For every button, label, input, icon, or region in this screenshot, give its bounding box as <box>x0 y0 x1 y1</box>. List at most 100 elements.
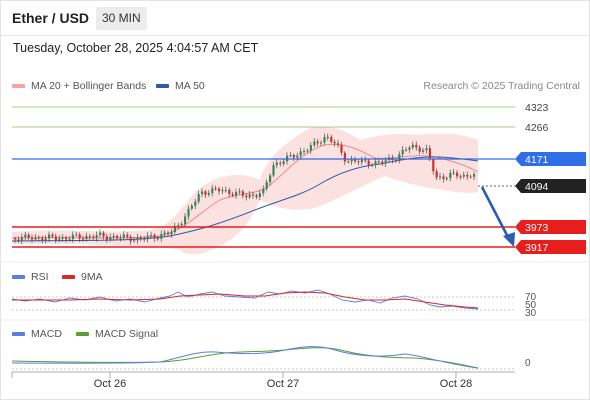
bollinger-band-area <box>12 126 478 255</box>
candle-body <box>207 192 210 195</box>
candle-body <box>61 237 64 239</box>
candle-body <box>323 137 326 143</box>
candle-body <box>296 155 299 158</box>
level-tag-4171-bg <box>515 152 586 166</box>
candle-body <box>303 151 306 153</box>
ma20-line <box>11 143 479 239</box>
candle-body <box>292 155 295 158</box>
forecast-arrow-icon <box>480 186 512 242</box>
legend-ma50[interactable]: MA 50 <box>156 80 205 92</box>
candle-body <box>170 232 173 235</box>
candle-body <box>160 234 163 239</box>
candle-body <box>364 159 367 161</box>
candle-body <box>374 161 377 166</box>
candle-body <box>78 234 81 239</box>
candle-body <box>14 238 17 240</box>
candle-body <box>27 234 30 238</box>
candle-body <box>462 174 465 177</box>
level-label-4323: 4323 <box>525 102 549 114</box>
candle-body <box>221 190 224 192</box>
level-tag-3917-bg <box>515 240 586 254</box>
candle-body <box>258 193 261 197</box>
candle-body <box>282 161 285 164</box>
candle-body <box>44 238 47 241</box>
candle-body <box>428 148 431 160</box>
candle-body <box>408 147 411 150</box>
candle-body <box>289 155 292 157</box>
rsi-swatch-icon <box>12 275 25 280</box>
candle-body <box>187 208 190 217</box>
candle-body <box>473 174 476 177</box>
candle-body <box>24 234 27 238</box>
candle-body <box>241 191 244 196</box>
candle-body <box>153 234 156 239</box>
x-axis-label-oct27: Oct 27 <box>267 378 299 390</box>
timeframe-button[interactable]: 30 MIN <box>96 7 147 30</box>
legend-ma20-label: MA 20 + Bollinger Bands <box>31 80 147 92</box>
candle-body <box>343 152 346 162</box>
candle-body <box>41 238 44 241</box>
candle-body <box>177 225 180 227</box>
candle-body <box>184 216 187 224</box>
candle-body <box>48 234 51 239</box>
macd-line <box>11 346 479 369</box>
candle-body <box>442 176 445 180</box>
legend-macd-signal[interactable]: MACD Signal <box>76 328 158 340</box>
legend-ma20[interactable]: MA 20 + Bollinger Bands <box>12 80 146 92</box>
candle-body <box>371 165 374 167</box>
candle-body <box>269 175 272 183</box>
candle-body <box>445 178 448 180</box>
candle-body <box>330 136 333 142</box>
candle-body <box>459 176 462 178</box>
candle-body <box>340 144 343 153</box>
legend-9ma[interactable]: 9MA <box>62 271 103 283</box>
candle-body <box>58 238 61 240</box>
candle-body <box>411 144 414 148</box>
rsi-tick-70: 70 <box>525 292 537 303</box>
candle-body <box>146 235 149 240</box>
candle-body <box>384 160 387 164</box>
candle-body <box>231 193 234 196</box>
candle-body <box>150 234 153 236</box>
level-tag-4171: 4171 <box>525 154 549 166</box>
candle-body <box>65 237 68 240</box>
candle-body <box>449 172 452 179</box>
candle-body <box>367 160 370 166</box>
candle-body <box>156 238 159 240</box>
legend-ma50-label: MA 50 <box>175 80 205 92</box>
candle-body <box>265 182 268 189</box>
instrument-title: Ether / USD <box>12 10 90 26</box>
candle-body <box>422 150 425 152</box>
candle-body <box>180 223 183 226</box>
candle-body <box>360 159 363 163</box>
candle-body <box>238 191 241 193</box>
legend-macd[interactable]: MACD <box>12 328 62 340</box>
candle-body <box>252 194 255 196</box>
candle-body <box>313 141 316 146</box>
candle-body <box>51 234 54 237</box>
candle-body <box>439 176 442 178</box>
candle-body <box>92 236 95 239</box>
legend-rsi[interactable]: RSI <box>12 271 49 283</box>
candle-body <box>112 235 115 238</box>
rsi-line <box>11 289 479 310</box>
candle-body <box>248 194 251 198</box>
candle-body <box>415 144 418 148</box>
forecast-arrowhead-icon <box>503 232 515 247</box>
candle-body <box>211 188 214 193</box>
x-axis-label-oct28: Oct 28 <box>440 378 472 390</box>
candle-body <box>316 141 319 144</box>
candle-body <box>425 148 428 151</box>
candle-body <box>469 176 472 178</box>
candle-body <box>119 237 122 239</box>
candle-body <box>398 154 401 161</box>
macd-swatch-icon <box>12 332 25 337</box>
candle-body <box>435 171 438 178</box>
level-tag-3973-bg <box>515 220 586 234</box>
candle-body <box>34 237 37 240</box>
candle-body <box>228 190 231 194</box>
legend-rsi-label: RSI <box>31 271 49 283</box>
candle-body <box>37 237 40 239</box>
level-tag-4094: 4094 <box>525 181 549 193</box>
